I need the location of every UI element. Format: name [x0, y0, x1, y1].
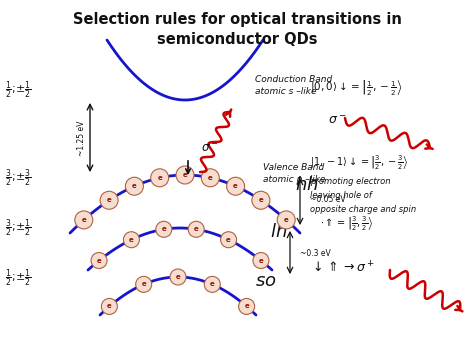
Text: $\cdot\Uparrow=\left|\frac{3}{2},\frac{3}{2}\right\rangle$: $\cdot\Uparrow=\left|\frac{3}{2},\frac{3… [320, 215, 373, 233]
Text: $\sigma^-$: $\sigma^-$ [201, 142, 219, 154]
Text: opposite charge and spin: opposite charge and spin [310, 206, 416, 214]
Text: $hh$: $hh$ [295, 176, 319, 194]
Circle shape [151, 169, 169, 187]
Text: $\downarrow\Uparrow\rightarrow\sigma^+$: $\downarrow\Uparrow\rightarrow\sigma^+$ [310, 260, 374, 275]
Text: e: e [141, 282, 146, 287]
Circle shape [252, 191, 270, 209]
Text: $\sigma^-$: $\sigma^-$ [328, 115, 346, 127]
Circle shape [277, 211, 295, 229]
Text: e: e [226, 237, 231, 243]
Text: e: e [259, 257, 264, 263]
Text: leaving hole of: leaving hole of [310, 191, 372, 201]
Text: e: e [284, 217, 289, 223]
Circle shape [156, 221, 172, 237]
Text: e: e [244, 304, 249, 310]
Text: ~1.25 eV: ~1.25 eV [78, 120, 86, 156]
Circle shape [75, 211, 93, 229]
Text: promoting electron: promoting electron [310, 178, 391, 186]
Text: e: e [157, 175, 162, 181]
Circle shape [126, 177, 144, 195]
Circle shape [238, 299, 255, 315]
Text: $|0,0\rangle\downarrow=\left|\frac{1}{2},-\frac{1}{2}\right\rangle$: $|0,0\rangle\downarrow=\left|\frac{1}{2}… [310, 78, 402, 98]
Text: ~0.05 eV: ~0.05 eV [310, 196, 346, 204]
Circle shape [188, 221, 204, 237]
Text: $\frac{1}{2}$;$\pm\frac{1}{2}$: $\frac{1}{2}$;$\pm\frac{1}{2}$ [5, 79, 31, 101]
Text: e: e [210, 282, 215, 287]
Text: e: e [132, 183, 137, 189]
Text: e: e [129, 237, 134, 243]
Circle shape [220, 232, 237, 248]
Text: $so$: $so$ [255, 272, 276, 290]
Circle shape [136, 276, 152, 293]
Text: $\frac{3}{2}$;$\pm\frac{1}{2}$: $\frac{3}{2}$;$\pm\frac{1}{2}$ [5, 217, 31, 239]
Text: e: e [97, 257, 101, 263]
Text: semiconductor QDs: semiconductor QDs [157, 32, 317, 47]
Text: Valence Band: Valence Band [263, 163, 324, 172]
Text: $\frac{1}{2}$;$\pm\frac{1}{2}$: $\frac{1}{2}$;$\pm\frac{1}{2}$ [5, 267, 31, 289]
Circle shape [100, 191, 118, 209]
Circle shape [123, 232, 139, 248]
Text: e: e [258, 197, 263, 203]
Circle shape [91, 252, 107, 268]
Text: e: e [162, 226, 166, 232]
Text: Selection rules for optical transitions in: Selection rules for optical transitions … [73, 12, 401, 27]
Circle shape [201, 169, 219, 187]
Circle shape [101, 299, 118, 315]
Circle shape [176, 166, 194, 184]
Text: e: e [107, 304, 112, 310]
Text: $\frac{3}{2}$;$\pm\frac{3}{2}$: $\frac{3}{2}$;$\pm\frac{3}{2}$ [5, 167, 31, 189]
Text: atomic p –like: atomic p –like [263, 175, 326, 184]
Text: ~0.3 eV: ~0.3 eV [300, 248, 331, 257]
Text: e: e [82, 217, 86, 223]
Text: e: e [182, 172, 187, 178]
Text: Conduction Band: Conduction Band [255, 75, 332, 84]
Text: e: e [176, 274, 181, 280]
Text: e: e [107, 197, 111, 203]
Text: $lh$: $lh$ [270, 223, 287, 241]
Circle shape [253, 252, 269, 268]
Text: e: e [194, 226, 199, 232]
Text: atomic s –like: atomic s –like [255, 87, 317, 96]
Text: e: e [208, 175, 213, 181]
Circle shape [204, 276, 220, 293]
Text: $|1,-1\rangle\downarrow=\left|\frac{3}{2},-\frac{3}{2}\right\rangle$: $|1,-1\rangle\downarrow=\left|\frac{3}{2… [310, 154, 409, 172]
Text: e: e [233, 183, 238, 189]
Circle shape [227, 177, 245, 195]
Circle shape [170, 269, 186, 285]
